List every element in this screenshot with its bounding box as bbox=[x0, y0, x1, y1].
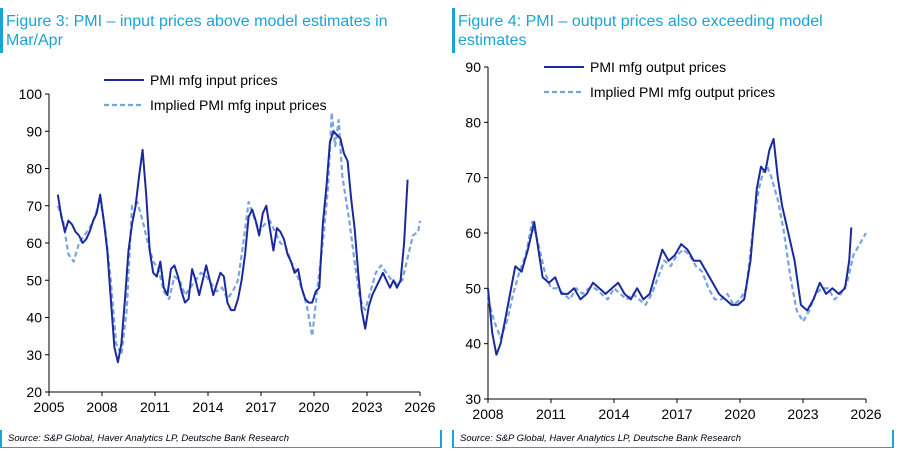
y-tick-label: 80 bbox=[26, 161, 42, 177]
actual-series-line bbox=[487, 137, 853, 356]
figure-3-chart: 20 30 40 50 60 70 80 90 100 2005 2008 2011 2014 2017 2… bbox=[19, 72, 436, 415]
y-tick-label: 40 bbox=[26, 310, 42, 326]
figure-4-source: Source: S&P Global, Haver Analytics LP, … bbox=[460, 433, 742, 444]
figure-4-chart: 30 40 50 60 70 80 90 2008 2011 2014 2017 2020 2023 20… bbox=[465, 59, 881, 422]
y-tick-label: 80 bbox=[465, 114, 481, 130]
x-tick-label: 2020 bbox=[298, 399, 329, 415]
y-tick-label: 30 bbox=[26, 347, 42, 363]
x-tick-label: 2017 bbox=[661, 406, 692, 422]
source-accent-rule bbox=[452, 430, 454, 448]
x-tick-label: 2023 bbox=[787, 406, 818, 422]
x-tick-label: 2014 bbox=[598, 406, 629, 422]
title-accent-rule bbox=[452, 8, 455, 53]
legend-label: Implied PMI mfg output prices bbox=[590, 84, 775, 100]
source-underline bbox=[0, 447, 440, 448]
legend-label: Implied PMI mfg input prices bbox=[150, 97, 327, 113]
figure-3-title: Figure 3: PMI – input prices above model… bbox=[6, 13, 388, 49]
y-tick-label: 60 bbox=[26, 235, 42, 251]
y-tick-label: 40 bbox=[465, 336, 481, 352]
x-tick-label: 2026 bbox=[404, 399, 435, 415]
figure-4-title: Figure 4: PMI – output prices also excee… bbox=[458, 13, 823, 49]
source-end-rule bbox=[892, 430, 894, 448]
actual-series-line bbox=[56, 130, 409, 364]
y-tick-label: 100 bbox=[19, 86, 43, 102]
y-tick-label: 70 bbox=[465, 170, 481, 186]
x-tick-label: 2005 bbox=[33, 399, 64, 415]
implied-series-line bbox=[486, 165, 867, 340]
y-tick-label: 90 bbox=[26, 123, 42, 139]
y-tick-label: 70 bbox=[26, 198, 42, 214]
figure-3-panel: Figure 3: PMI – input prices above model… bbox=[0, 0, 447, 455]
legend-label: PMI mfg output prices bbox=[590, 59, 726, 75]
source-accent-rule bbox=[0, 430, 2, 448]
x-tick-label: 2020 bbox=[724, 406, 755, 422]
figure-3-source: Source: S&P Global, Haver Analytics LP, … bbox=[8, 433, 290, 444]
x-tick-label: 2011 bbox=[536, 406, 566, 422]
x-tick-label: 2008 bbox=[86, 399, 117, 415]
y-tick-label: 30 bbox=[465, 391, 481, 407]
y-tick-label: 90 bbox=[465, 59, 481, 75]
source-end-rule bbox=[440, 430, 442, 448]
y-tick-label: 60 bbox=[465, 225, 481, 241]
x-tick-label: 2008 bbox=[472, 406, 503, 422]
x-tick-label: 2011 bbox=[140, 399, 170, 415]
x-tick-label: 2017 bbox=[245, 399, 276, 415]
y-tick-label: 50 bbox=[465, 280, 481, 296]
x-tick-label: 2023 bbox=[351, 399, 382, 415]
source-underline bbox=[452, 447, 892, 448]
x-tick-label: 2026 bbox=[850, 406, 881, 422]
x-tick-label: 2014 bbox=[192, 399, 223, 415]
title-accent-rule bbox=[0, 8, 3, 53]
y-tick-label: 20 bbox=[26, 384, 42, 400]
y-tick-label: 50 bbox=[26, 272, 42, 288]
figure-4-panel: Figure 4: PMI – output prices also excee… bbox=[452, 0, 900, 455]
legend-label: PMI mfg input prices bbox=[150, 72, 278, 88]
